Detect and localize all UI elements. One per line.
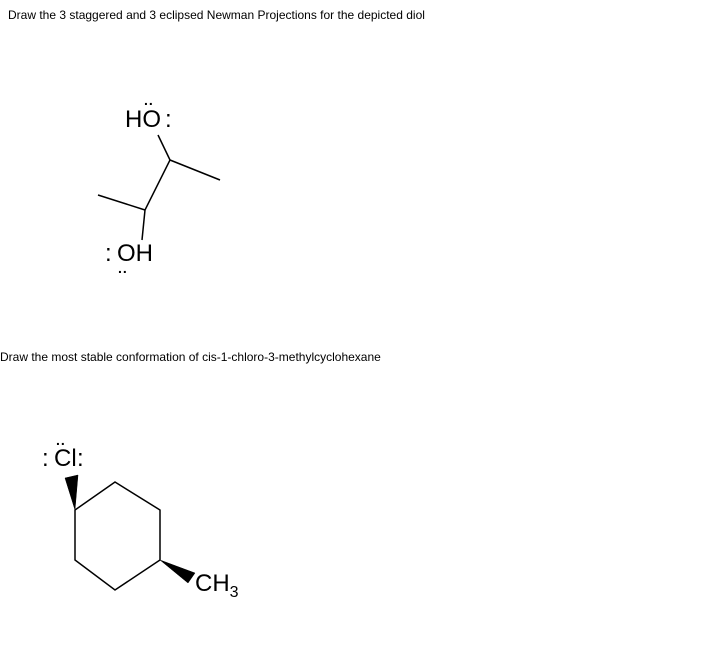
- lone-pair-bottom-dots: ..: [118, 260, 128, 276]
- oh-top-label: HO: [125, 106, 161, 134]
- question-2-text: Draw the most stable conformation of cis…: [0, 350, 381, 364]
- structure-diol: HO .. : : OH ..: [70, 100, 270, 320]
- ch3-text: CH: [195, 570, 230, 597]
- oh-top-text: HO: [125, 106, 161, 133]
- cl-label: Cl: [54, 445, 77, 473]
- cl-colon-right: :: [77, 445, 84, 473]
- structure-cyclohexane: : Cl : .. CH3: [20, 410, 270, 660]
- question-1-text: Draw the 3 staggered and 3 eclipsed Newm…: [8, 8, 425, 22]
- lone-pair-top-colon: :: [165, 106, 172, 134]
- lone-pair-bottom-colon: :: [105, 240, 112, 268]
- cl-colon-left: :: [42, 445, 49, 473]
- ch3-sub: 3: [230, 584, 239, 601]
- cl-dots-above: ..: [56, 432, 66, 448]
- lone-pair-top-dots: ..: [144, 92, 154, 108]
- ch3-label: CH3: [195, 570, 239, 602]
